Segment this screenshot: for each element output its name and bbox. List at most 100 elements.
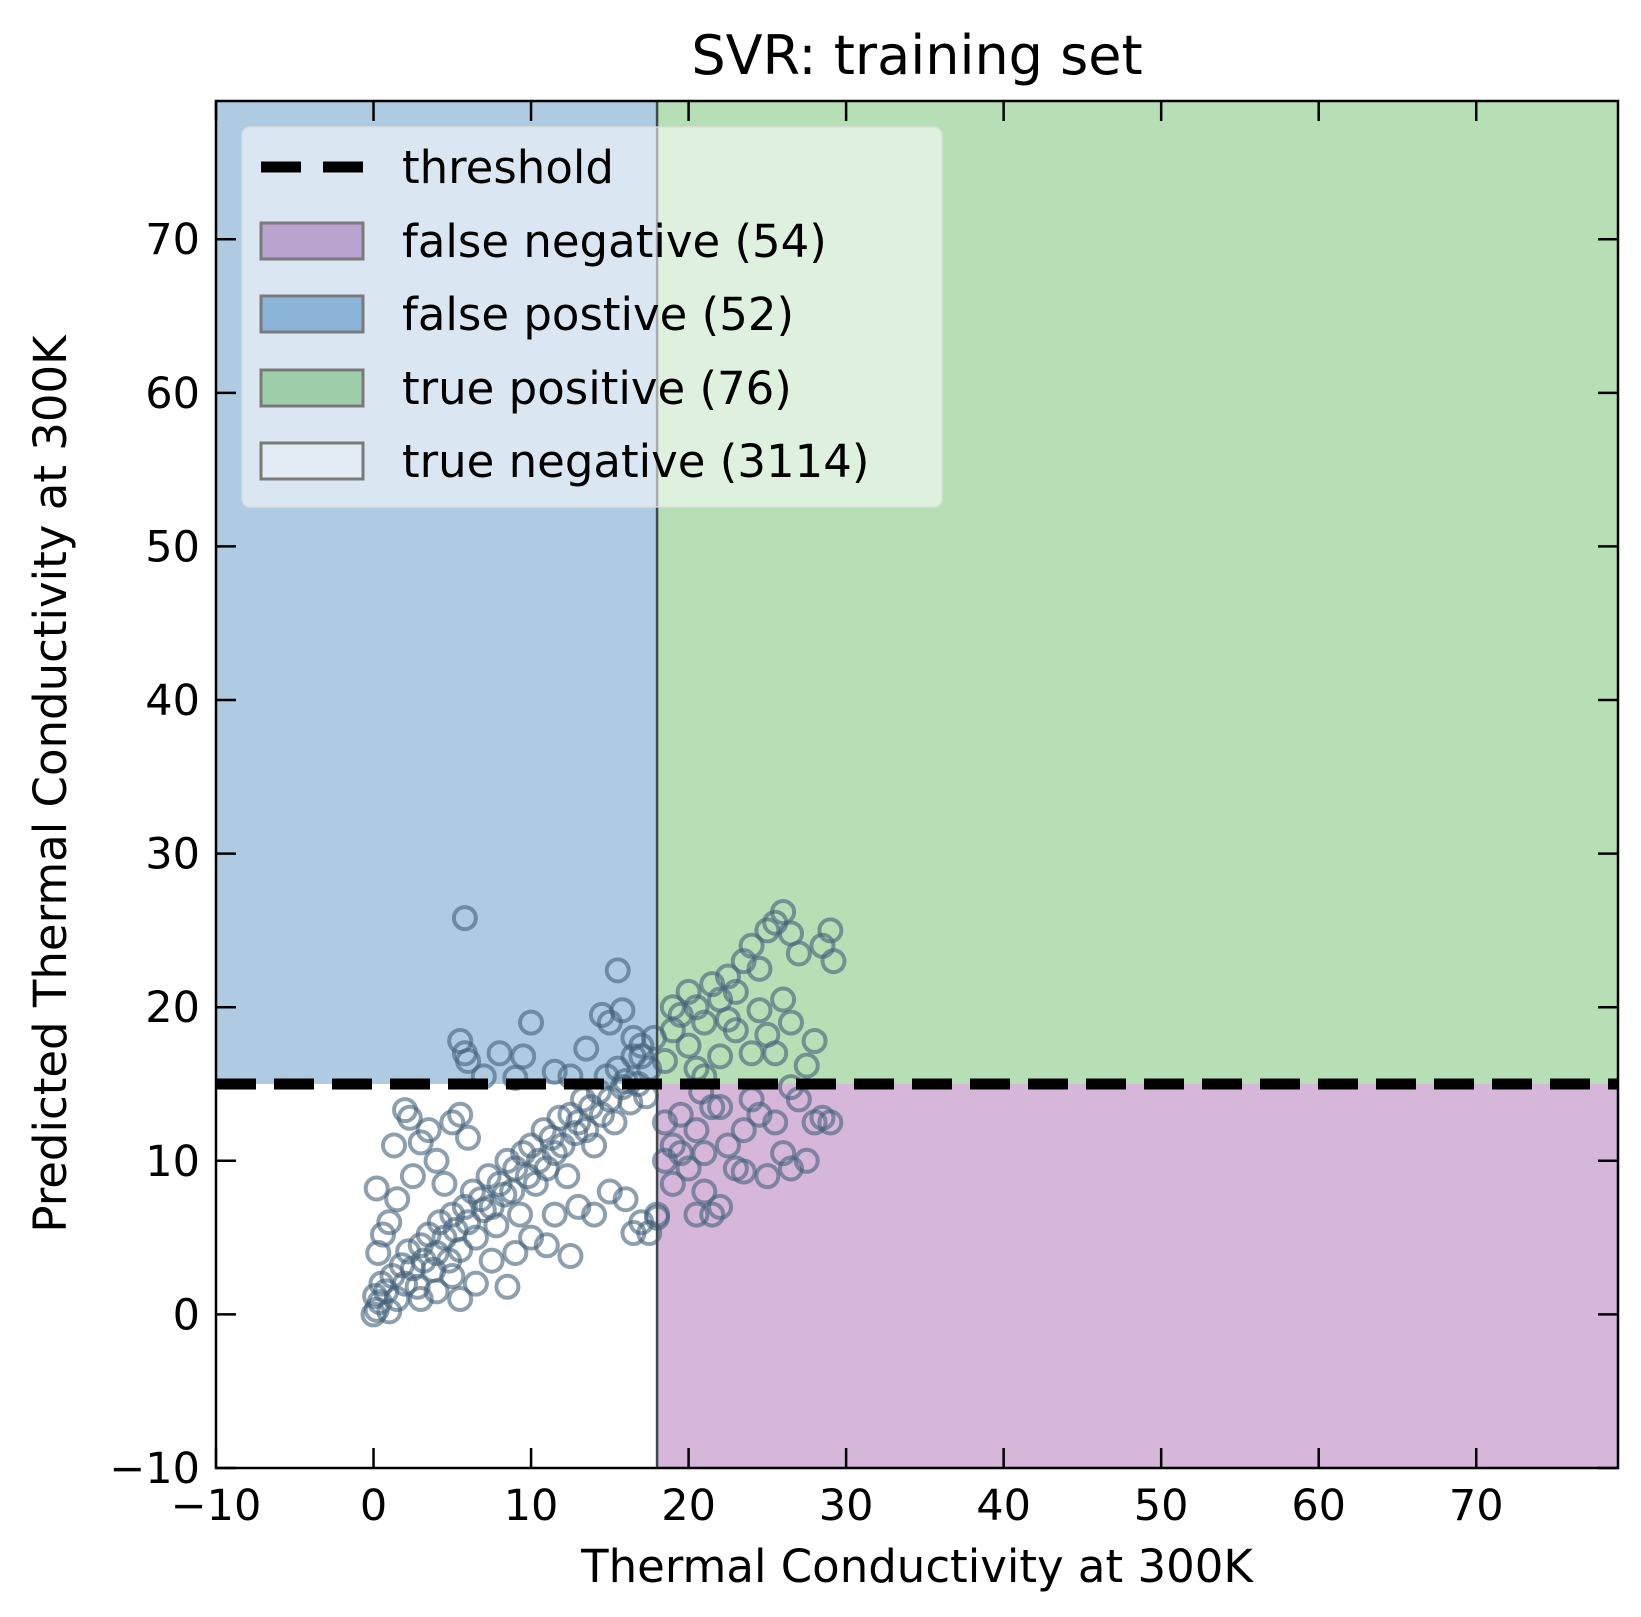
data-point — [423, 1147, 450, 1174]
data-point — [659, 1170, 686, 1197]
data-point — [714, 1006, 741, 1033]
data-point — [667, 1140, 694, 1167]
data-point — [714, 963, 741, 990]
x-tick-label: −10 — [171, 1481, 262, 1531]
data-point — [762, 1109, 789, 1136]
data-point — [459, 1178, 486, 1205]
data-point — [451, 905, 478, 932]
data-point — [510, 1043, 537, 1070]
data-point — [562, 1120, 589, 1147]
data-point — [462, 1270, 489, 1297]
data-point — [675, 1155, 702, 1182]
y-tick-labels: −10 0 10 20 30 40 50 60 70 — [109, 215, 200, 1494]
data-point — [530, 1117, 557, 1144]
data-point — [659, 1132, 686, 1159]
y-tick-label: 20 — [145, 983, 200, 1033]
data-point — [793, 1052, 820, 1079]
data-point — [785, 940, 812, 967]
tick-marks — [214, 101, 1618, 1470]
data-point — [415, 1117, 442, 1144]
data-point — [396, 1104, 423, 1131]
data-point — [399, 1163, 426, 1190]
data-point — [462, 1224, 489, 1251]
data-point — [541, 1058, 568, 1085]
data-point — [754, 1163, 781, 1190]
data-point — [431, 1170, 458, 1197]
data-point — [628, 1043, 655, 1070]
data-point — [730, 1158, 757, 1185]
data-point — [628, 1032, 655, 1059]
plot-frame — [214, 99, 1620, 1470]
data-point — [817, 1109, 844, 1136]
data-point — [507, 1201, 534, 1228]
data-point — [820, 948, 847, 975]
data-point — [659, 994, 686, 1021]
chart-title: SVR: training set — [691, 24, 1142, 87]
data-point — [770, 986, 797, 1013]
data-point — [801, 1028, 828, 1055]
data-point — [478, 1247, 505, 1274]
x-tick-label: 70 — [1449, 1481, 1504, 1531]
legend-swatch — [259, 368, 365, 408]
data-point — [609, 997, 636, 1024]
legend-swatch — [259, 221, 365, 261]
data-point — [730, 1117, 757, 1144]
y-tick-label: 60 — [145, 369, 200, 419]
data-point — [667, 1101, 694, 1128]
data-point — [722, 978, 749, 1005]
data-point — [683, 1201, 710, 1228]
data-point — [817, 917, 844, 944]
legend-label: true negative (3114) — [402, 435, 869, 488]
data-point — [604, 957, 631, 984]
data-point — [746, 997, 773, 1024]
legend-label: threshold — [402, 141, 614, 194]
x-tick-label: 60 — [1291, 1481, 1346, 1531]
data-point — [714, 1132, 741, 1159]
data-point — [455, 1124, 482, 1151]
data-point — [636, 1219, 663, 1246]
data-point — [601, 1109, 628, 1136]
data-point — [707, 1094, 734, 1121]
legend-swatch — [259, 441, 365, 481]
legend: threshold false negative (54) false postiv… — [241, 126, 943, 508]
y-tick-label: 10 — [145, 1137, 200, 1187]
false-negative-region — [657, 1084, 1618, 1468]
data-point — [707, 1043, 734, 1070]
data-point — [707, 1193, 734, 1220]
y-tick-label: 30 — [145, 830, 200, 880]
data-point — [447, 1286, 474, 1313]
data-point — [365, 1239, 392, 1266]
y-tick-label: 40 — [145, 676, 200, 726]
data-point — [770, 1140, 797, 1167]
scatter-points — [360, 898, 847, 1328]
data-point — [455, 1209, 482, 1236]
data-point — [502, 1239, 529, 1266]
data-point — [376, 1209, 403, 1236]
legend-label: false postive (52) — [402, 288, 794, 341]
legend-label: false negative (54) — [402, 215, 827, 268]
data-point — [554, 1163, 581, 1190]
data-point — [541, 1140, 568, 1167]
data-point — [588, 1101, 615, 1128]
data-point — [447, 1236, 474, 1263]
data-point — [620, 1219, 647, 1246]
data-point — [557, 1243, 584, 1270]
data-point — [581, 1201, 608, 1228]
data-point — [770, 898, 797, 925]
data-point — [381, 1132, 408, 1159]
data-point — [762, 1040, 789, 1067]
data-point — [738, 932, 765, 959]
y-tick-label: 50 — [145, 522, 200, 572]
data-point — [691, 1178, 718, 1205]
data-point — [518, 1009, 545, 1036]
data-point — [699, 1201, 726, 1228]
data-point — [793, 1147, 820, 1174]
data-point — [439, 1263, 466, 1290]
y-tick-label: 0 — [173, 1290, 200, 1340]
data-point — [483, 1212, 510, 1239]
y-tick-label: 70 — [145, 215, 200, 265]
legend-box — [241, 126, 943, 508]
data-point — [423, 1278, 450, 1305]
data-point — [363, 1175, 390, 1202]
